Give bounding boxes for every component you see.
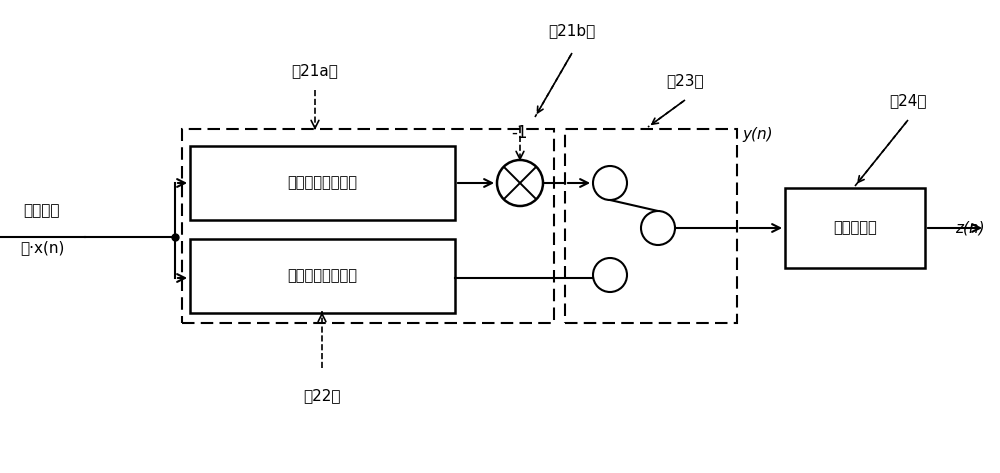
Circle shape [641, 211, 675, 245]
Text: 后解码模块: 后解码模块 [833, 220, 877, 236]
Bar [565, 129, 737, 323]
Text: （22）: （22） [303, 388, 341, 403]
Circle shape [497, 160, 543, 206]
Circle shape [593, 166, 627, 200]
Text: -1: -1 [512, 124, 528, 142]
Text: 实部信号抽取模块: 实部信号抽取模块 [287, 175, 357, 191]
Text: 虚部信号抽取模块: 虚部信号抽取模块 [287, 269, 357, 283]
Text: 号·x(n): 号·x(n) [20, 240, 64, 255]
Bar [190, 146, 455, 220]
Text: （24）: （24） [889, 93, 927, 108]
Bar [182, 129, 554, 323]
Bar [785, 188, 925, 268]
Text: （21b）: （21b） [548, 23, 596, 38]
Bar [190, 239, 455, 313]
Circle shape [593, 258, 627, 292]
Text: y(n): y(n) [742, 126, 773, 141]
Text: z(n): z(n) [955, 220, 985, 236]
Text: （23）: （23） [666, 73, 704, 88]
Text: 基带复信: 基带复信 [24, 203, 60, 219]
Text: （21a）: （21a） [292, 63, 338, 78]
